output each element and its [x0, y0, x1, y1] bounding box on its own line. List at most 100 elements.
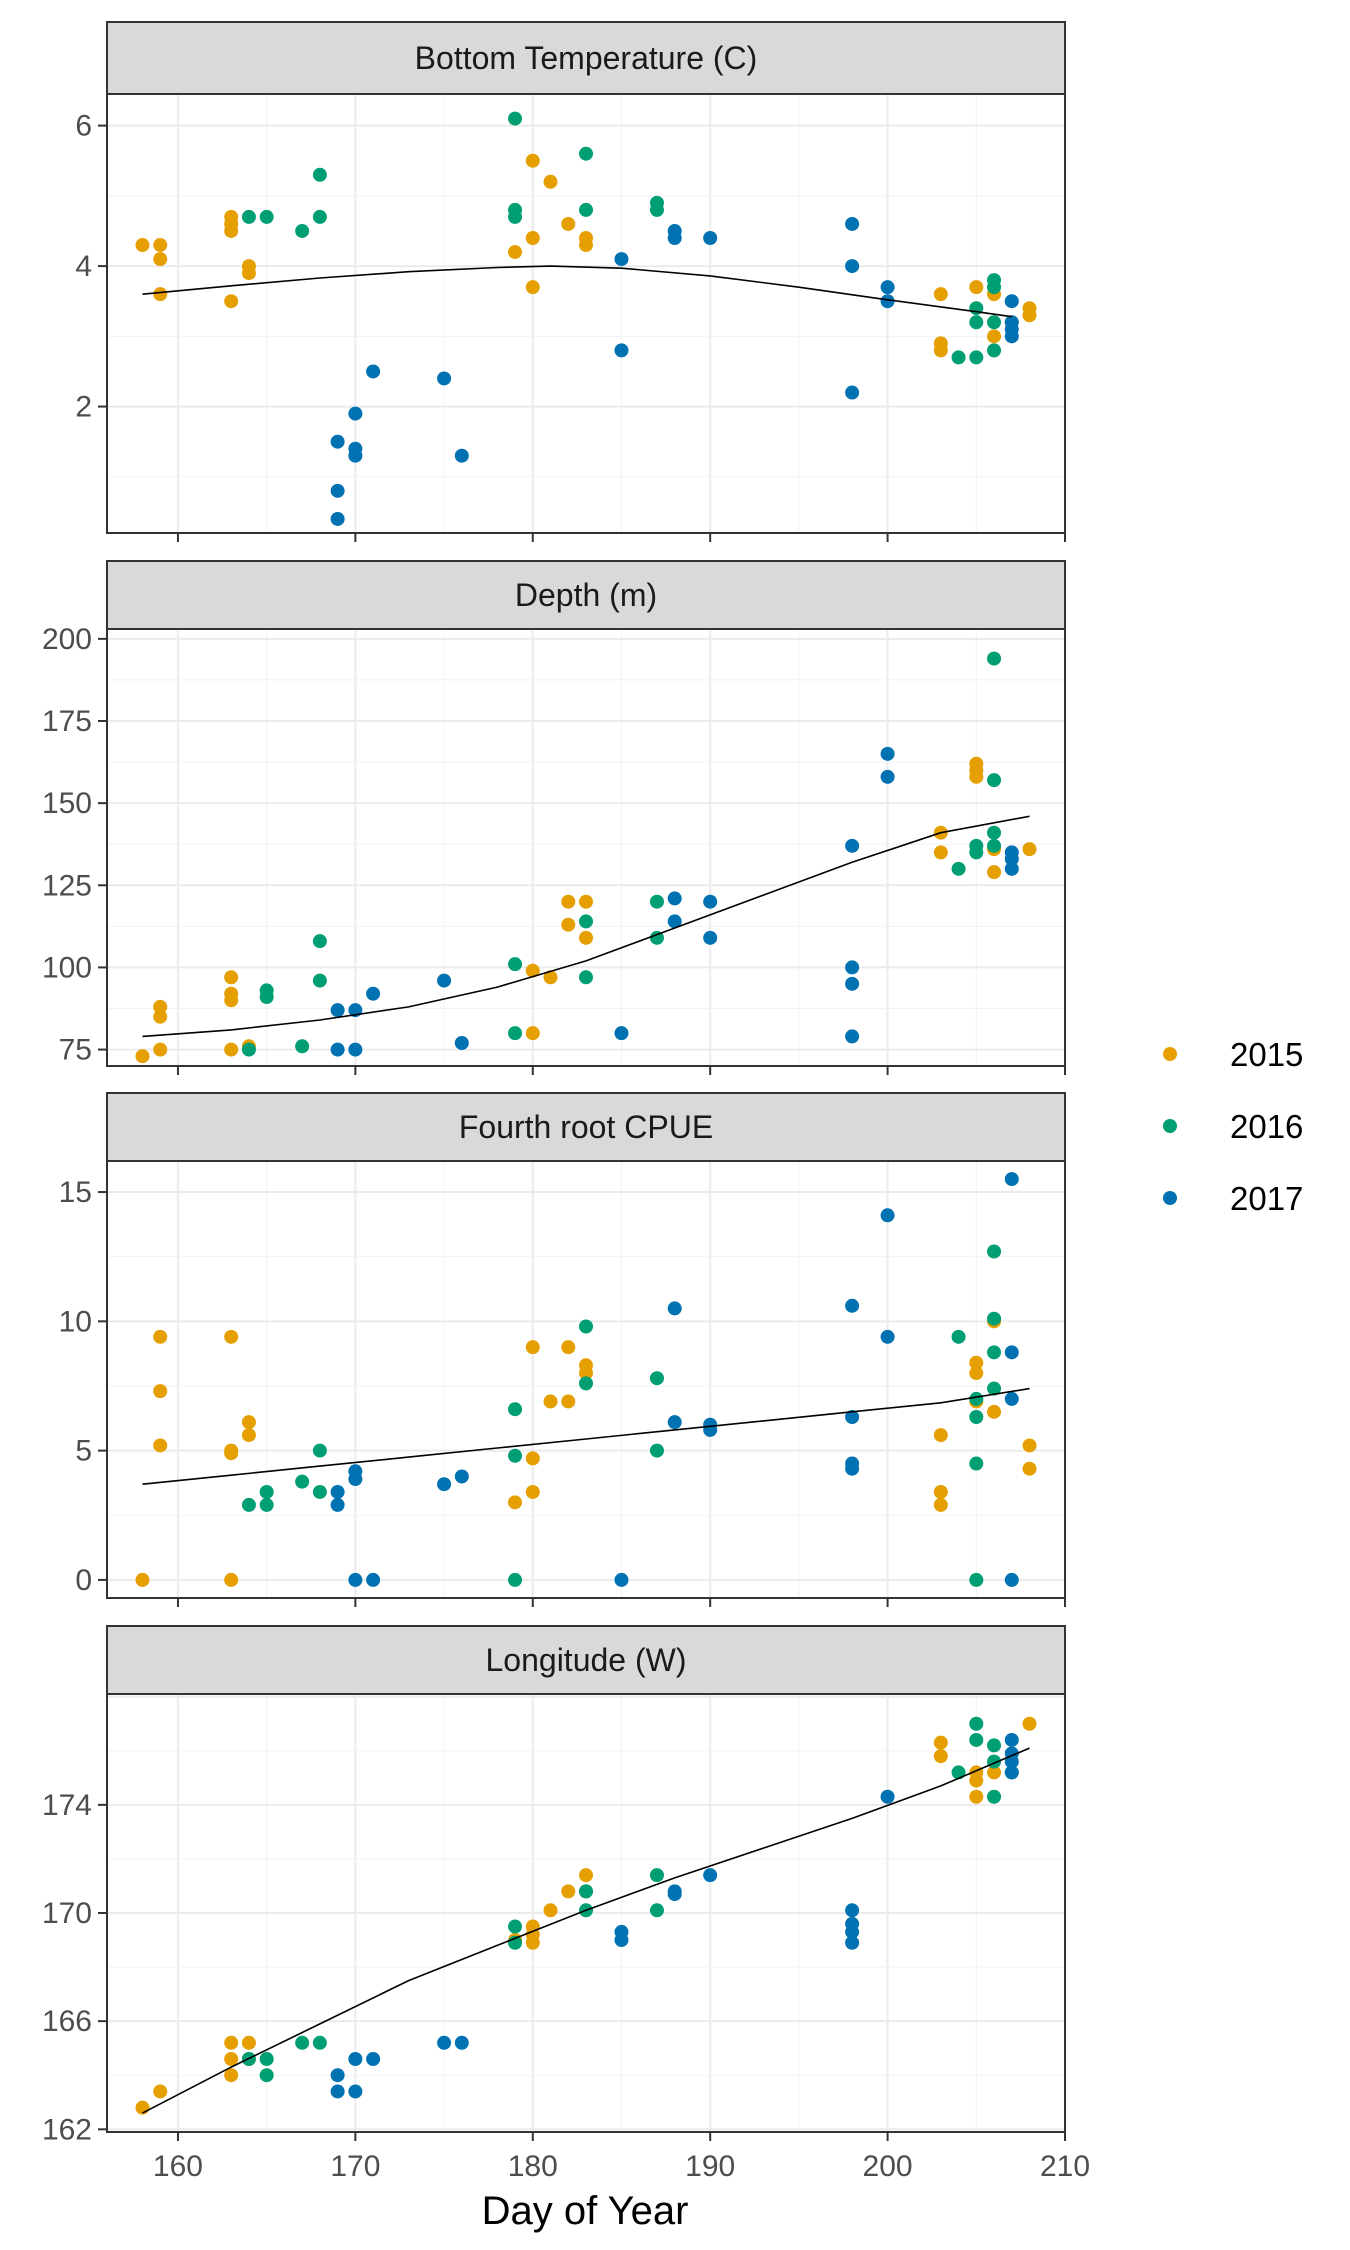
data-point	[348, 2052, 363, 2066]
data-point	[330, 1003, 345, 1018]
data-point	[987, 1765, 1002, 1780]
data-point	[543, 174, 558, 189]
x-tick-label: 160	[153, 2150, 203, 2183]
data-point	[330, 511, 345, 526]
series-2016	[241, 1244, 1002, 1587]
data-point	[987, 1738, 1002, 1753]
data-point	[987, 773, 1002, 788]
data-point	[561, 917, 576, 932]
x-axis: 160 170 180 190 200 210	[153, 2150, 1090, 2183]
data-point	[561, 216, 576, 231]
data-point	[330, 2068, 345, 2083]
data-point	[241, 2035, 256, 2050]
data-point	[135, 1572, 150, 1587]
data-point	[1004, 1391, 1019, 1406]
y-tick-label: 15	[59, 1176, 92, 1209]
data-point	[703, 230, 718, 245]
data-point	[330, 1484, 345, 1499]
data-point	[1022, 842, 1037, 857]
panel-points	[135, 111, 1037, 526]
data-point	[135, 238, 150, 253]
data-point	[224, 1329, 239, 1344]
data-point	[845, 1924, 860, 1939]
data-point	[543, 1903, 558, 1918]
data-point	[880, 1208, 895, 1223]
data-point	[969, 350, 984, 365]
data-point	[987, 865, 1002, 880]
panel-grid	[107, 629, 1066, 1066]
data-point	[969, 1355, 984, 1370]
data-point	[933, 1497, 948, 1512]
data-point	[1004, 861, 1019, 876]
data-point	[508, 1026, 523, 1041]
data-point	[259, 1497, 274, 1512]
data-point	[312, 973, 327, 988]
y-tick-label: 0	[75, 1564, 92, 1597]
panel-points	[135, 651, 1037, 1064]
data-point	[224, 970, 239, 985]
data-point	[561, 894, 576, 909]
facet-title: Depth (m)	[515, 577, 657, 613]
data-point	[1004, 329, 1019, 344]
y-tick-label: 150	[42, 787, 92, 820]
data-point	[987, 651, 1002, 666]
data-point	[543, 1394, 558, 1409]
panel-4: Longitude (W) 162 166 170 174	[42, 1625, 1066, 2146]
data-point	[348, 1572, 363, 1587]
data-point	[880, 280, 895, 295]
data-point	[1004, 1732, 1019, 1747]
data-point	[845, 960, 860, 975]
x-tick-label: 200	[863, 2150, 913, 2183]
data-point	[951, 1765, 966, 1780]
data-point	[437, 371, 452, 386]
data-point	[312, 2035, 327, 2050]
data-point	[348, 406, 363, 421]
panel-points	[135, 1716, 1037, 2115]
data-point	[224, 1446, 239, 1461]
facet-title: Bottom Temperature (C)	[415, 40, 758, 76]
data-point	[649, 1443, 664, 1458]
trend-line	[142, 1387, 1030, 1485]
data-point	[649, 894, 664, 909]
data-point	[845, 259, 860, 274]
data-point	[969, 280, 984, 295]
y-axis: 75 100 125 150 175 200	[42, 623, 107, 1067]
data-point	[667, 891, 682, 906]
y-tick-label: 166	[42, 2005, 92, 2038]
data-point	[561, 1394, 576, 1409]
data-point	[224, 1042, 239, 1057]
data-point	[703, 894, 718, 909]
legend: 2015 2016 2017	[1163, 1036, 1303, 1217]
facet-strip	[106, 560, 1066, 630]
panel-2: Depth (m) 75 100 125 150 175 200	[42, 560, 1066, 1075]
y-tick-label: 200	[42, 623, 92, 656]
y-tick-label: 2	[75, 391, 92, 424]
data-point	[614, 1572, 629, 1587]
data-point	[224, 294, 239, 309]
data-point	[933, 287, 948, 302]
data-point	[241, 1497, 256, 1512]
y-tick-label: 6	[75, 110, 92, 143]
data-point	[153, 238, 168, 253]
data-point	[987, 329, 1002, 344]
data-point	[259, 990, 274, 1004]
data-point	[366, 1572, 381, 1587]
data-point	[579, 146, 593, 161]
data-point	[614, 343, 629, 358]
data-point	[508, 1495, 523, 1510]
data-point	[561, 1340, 576, 1355]
data-point	[348, 1472, 363, 1487]
data-point	[579, 238, 593, 253]
data-point	[525, 1026, 540, 1041]
data-point	[525, 230, 540, 245]
series-2017	[330, 746, 1019, 1057]
data-point	[330, 434, 345, 449]
data-point	[987, 1404, 1002, 1419]
data-point	[330, 483, 345, 498]
data-point	[312, 209, 327, 224]
data-point	[330, 2084, 345, 2099]
data-point	[525, 1484, 540, 1499]
data-point	[667, 1301, 682, 1316]
series-2016	[241, 651, 1002, 1057]
data-point	[880, 294, 895, 309]
